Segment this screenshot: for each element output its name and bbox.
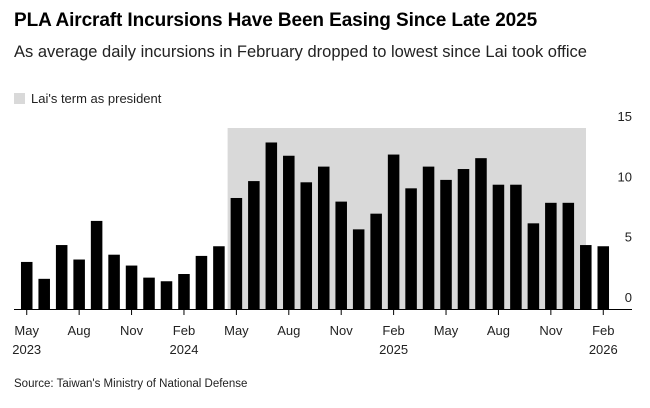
x-tick-label-2025-11: Nov	[539, 323, 563, 338]
bar-2024-08	[283, 155, 295, 309]
x-tick-year-2024: 2024	[170, 342, 199, 357]
y-tick-label-15: 15	[618, 109, 632, 124]
bar-2025-04	[422, 166, 435, 309]
x-tick-label-2023-08: Aug	[68, 323, 91, 338]
x-tick-year-2026: 2026	[589, 342, 618, 357]
bar-2024-04	[213, 246, 225, 309]
bar-2023-06	[38, 278, 50, 309]
x-tick-label-2025-05: May	[434, 323, 459, 338]
bar-2024-07	[265, 142, 278, 309]
bar-2024-06	[248, 181, 260, 309]
bar-2024-12	[352, 229, 365, 309]
bar-2024-01	[160, 281, 173, 309]
bar-2025-03	[405, 188, 417, 309]
x-tick-label-2025-08: Aug	[487, 323, 510, 338]
bar-2025-09	[510, 184, 522, 309]
y-tick-label-5: 5	[625, 230, 632, 245]
chart-subtitle: As average daily incursions in February …	[14, 43, 587, 61]
x-tick-label-2024-11: Nov	[330, 323, 354, 338]
bar-2024-09	[300, 182, 313, 309]
bar-2025-02	[387, 154, 400, 309]
legend-swatch-shaded	[14, 93, 25, 104]
bar-2025-07	[475, 158, 487, 309]
x-tick-year-2025: 2025	[379, 342, 408, 357]
y-tick-label-0: 0	[625, 290, 632, 305]
legend: Lai's term as president	[14, 91, 161, 106]
bar-2023-11	[125, 265, 138, 309]
source-note: Source: Taiwan's Ministry of National De…	[14, 378, 248, 390]
legend-label-shaded: Lai's term as president	[31, 91, 162, 106]
bar-2026-02	[597, 246, 610, 309]
x-tick-label-2024-08: Aug	[277, 323, 300, 338]
y-tick-label-10: 10	[618, 169, 632, 184]
bar-2026-01	[580, 245, 592, 309]
bar-2024-11	[335, 201, 347, 309]
bar-2023-05	[20, 261, 33, 309]
x-tick-label-2025-02: Feb	[382, 323, 404, 338]
bar-2025-01	[370, 213, 382, 309]
x-tick-label-2023-05: May	[14, 323, 39, 338]
bar-2025-10	[527, 223, 540, 309]
x-tick-label-2026-02: Feb	[592, 323, 614, 338]
x-tick-year-2023: 2023	[12, 342, 41, 357]
bar-2025-11	[545, 202, 557, 309]
bar-2023-09	[90, 220, 103, 309]
bar-2025-05	[440, 179, 452, 309]
bar-2023-10	[108, 254, 120, 309]
bar-2025-08	[492, 184, 505, 309]
x-tick-label-2023-11: Nov	[120, 323, 144, 338]
bar-2024-02	[178, 274, 190, 309]
bar-2023-08	[73, 259, 85, 309]
x-tick-label-2024-05: May	[224, 323, 249, 338]
bar-2024-03	[195, 255, 208, 309]
chart-title: PLA Aircraft Incursions Have Been Easing…	[14, 10, 538, 31]
bar-2023-07	[55, 245, 68, 309]
x-tick-label-2024-02: Feb	[173, 323, 195, 338]
bar-2025-06	[457, 169, 470, 309]
bar-2023-12	[143, 277, 155, 309]
bar-2024-05	[230, 197, 243, 309]
bar-2024-10	[317, 166, 330, 309]
bar-2025-12	[562, 202, 575, 309]
